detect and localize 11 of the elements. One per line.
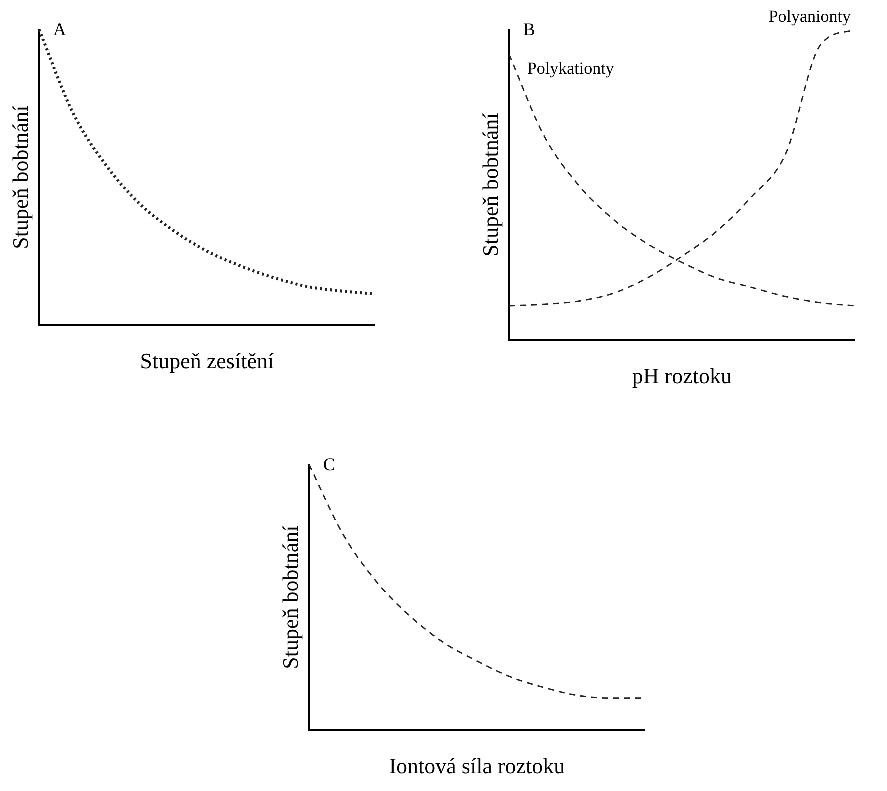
x-axis-title: Iontová síla roztoku <box>389 754 566 779</box>
y-axis-title: Stupeň bobtnání <box>478 113 503 257</box>
series-label: Polyanionty <box>768 6 852 26</box>
x-axis-title: Stupeň zesítění <box>140 348 274 374</box>
chart-title: C <box>323 454 336 475</box>
chart-title: B <box>523 20 536 40</box>
y-axis-title: Stupeň bobtnání <box>278 526 303 670</box>
y-axis-title: Stupeň bobtnání <box>8 106 33 250</box>
chart-title: A <box>53 20 66 40</box>
series-label: Polykationty <box>527 58 615 78</box>
x-axis-title: pH roztoku <box>632 364 732 389</box>
